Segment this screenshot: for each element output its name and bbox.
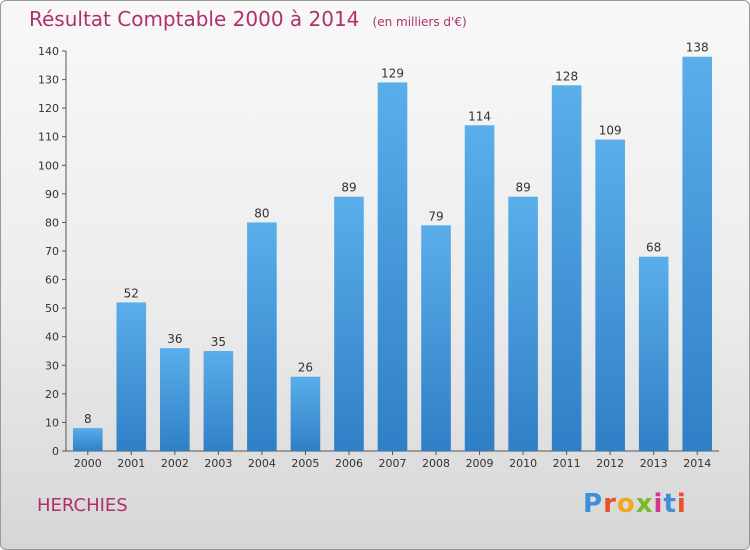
data-label-2000: 8 (84, 412, 92, 426)
bar-2001 (116, 302, 147, 451)
x-tick-label-2013: 2013 (640, 457, 668, 470)
logo-letter: r (603, 489, 617, 519)
data-label-2014: 138 (686, 41, 709, 55)
y-tick-label: 30 (45, 359, 59, 372)
logo-letter: x (635, 489, 654, 519)
bar-2014 (682, 56, 713, 451)
bar-2010 (508, 196, 538, 451)
bar-chart: 0 10 20 30 40 50 60 70 80 90 100 110 120 130 140 8 2000 5… (38, 41, 719, 470)
y-tick-label: 140 (38, 45, 59, 58)
bar-2003 (203, 351, 234, 451)
bar-2009 (464, 125, 495, 452)
logo-letter: i (653, 489, 664, 519)
data-label-2006: 89 (341, 181, 356, 195)
data-label-2002: 36 (167, 332, 182, 346)
data-label-2003: 35 (211, 335, 226, 349)
y-tick-label: 110 (38, 131, 59, 144)
chart-header: Résultat Comptable 2000 à 2014 (en milli… (29, 7, 467, 31)
bar-2008 (421, 225, 451, 451)
bar-2011 (551, 85, 582, 452)
data-label-2001: 52 (124, 286, 139, 300)
bar-2013 (638, 256, 669, 451)
logo-letter: P (583, 489, 604, 519)
bar-2004 (247, 222, 277, 451)
y-tick-label: 60 (45, 274, 59, 287)
y-tick-label: 50 (45, 302, 59, 315)
bar-2005 (290, 376, 321, 451)
bar-2006 (334, 196, 364, 451)
x-tick-label-2002: 2002 (161, 457, 189, 470)
y-tick-label: 40 (45, 331, 59, 344)
chart-title: Résultat Comptable 2000 à 2014 (29, 7, 360, 31)
data-label-2004: 80 (254, 206, 269, 220)
data-label-2012: 109 (599, 124, 622, 138)
y-tick-label: 10 (45, 416, 59, 429)
x-tick-label-2006: 2006 (335, 457, 363, 470)
x-tick-label-2010: 2010 (509, 457, 537, 470)
y-tick-label: 80 (45, 216, 59, 229)
x-tick-label-2008: 2008 (422, 457, 450, 470)
y-tick-label: 100 (38, 159, 59, 172)
bar-2012 (595, 139, 625, 452)
bar-2000 (72, 428, 103, 451)
x-tick-label-2003: 2003 (204, 457, 232, 470)
x-tick-label-2004: 2004 (248, 457, 276, 470)
commune-name: HERCHIES (37, 495, 128, 516)
x-tick-label-2011: 2011 (553, 457, 581, 470)
x-tick-label-2014: 2014 (683, 457, 711, 470)
logo-letter: o (616, 489, 636, 519)
logo-letter: t (663, 489, 677, 519)
data-label-2011: 128 (555, 69, 578, 83)
chart-unit: (en milliers d'€) (372, 15, 467, 29)
y-tick-label: 130 (38, 74, 59, 87)
x-tick-label-2001: 2001 (117, 457, 145, 470)
y-tick-label: 0 (52, 445, 59, 458)
data-label-2009: 114 (468, 109, 491, 123)
x-tick-label-2012: 2012 (596, 457, 624, 470)
y-tick-label: 70 (45, 245, 59, 258)
x-tick-label-2009: 2009 (466, 457, 494, 470)
y-tick-label: 20 (45, 388, 59, 401)
data-label-2005: 26 (298, 361, 313, 375)
x-tick-label-2000: 2000 (74, 457, 102, 470)
data-label-2007: 129 (381, 66, 404, 80)
logo-letter: i (676, 489, 687, 519)
plot-area: 0 10 20 30 40 50 60 70 80 90 100 110 120 130 140 8 2000 5… (38, 41, 719, 470)
bar-2007 (377, 82, 408, 451)
x-tick-label-2005: 2005 (291, 457, 319, 470)
y-tick-label: 90 (45, 188, 59, 201)
data-label-2013: 68 (646, 241, 661, 255)
x-tick-label-2007: 2007 (379, 457, 407, 470)
y-tick-label: 120 (38, 102, 59, 115)
bar-2002 (160, 348, 190, 451)
proxiti-logo: Proxiti (583, 489, 687, 519)
data-label-2010: 89 (515, 181, 530, 195)
data-label-2008: 79 (428, 209, 443, 223)
